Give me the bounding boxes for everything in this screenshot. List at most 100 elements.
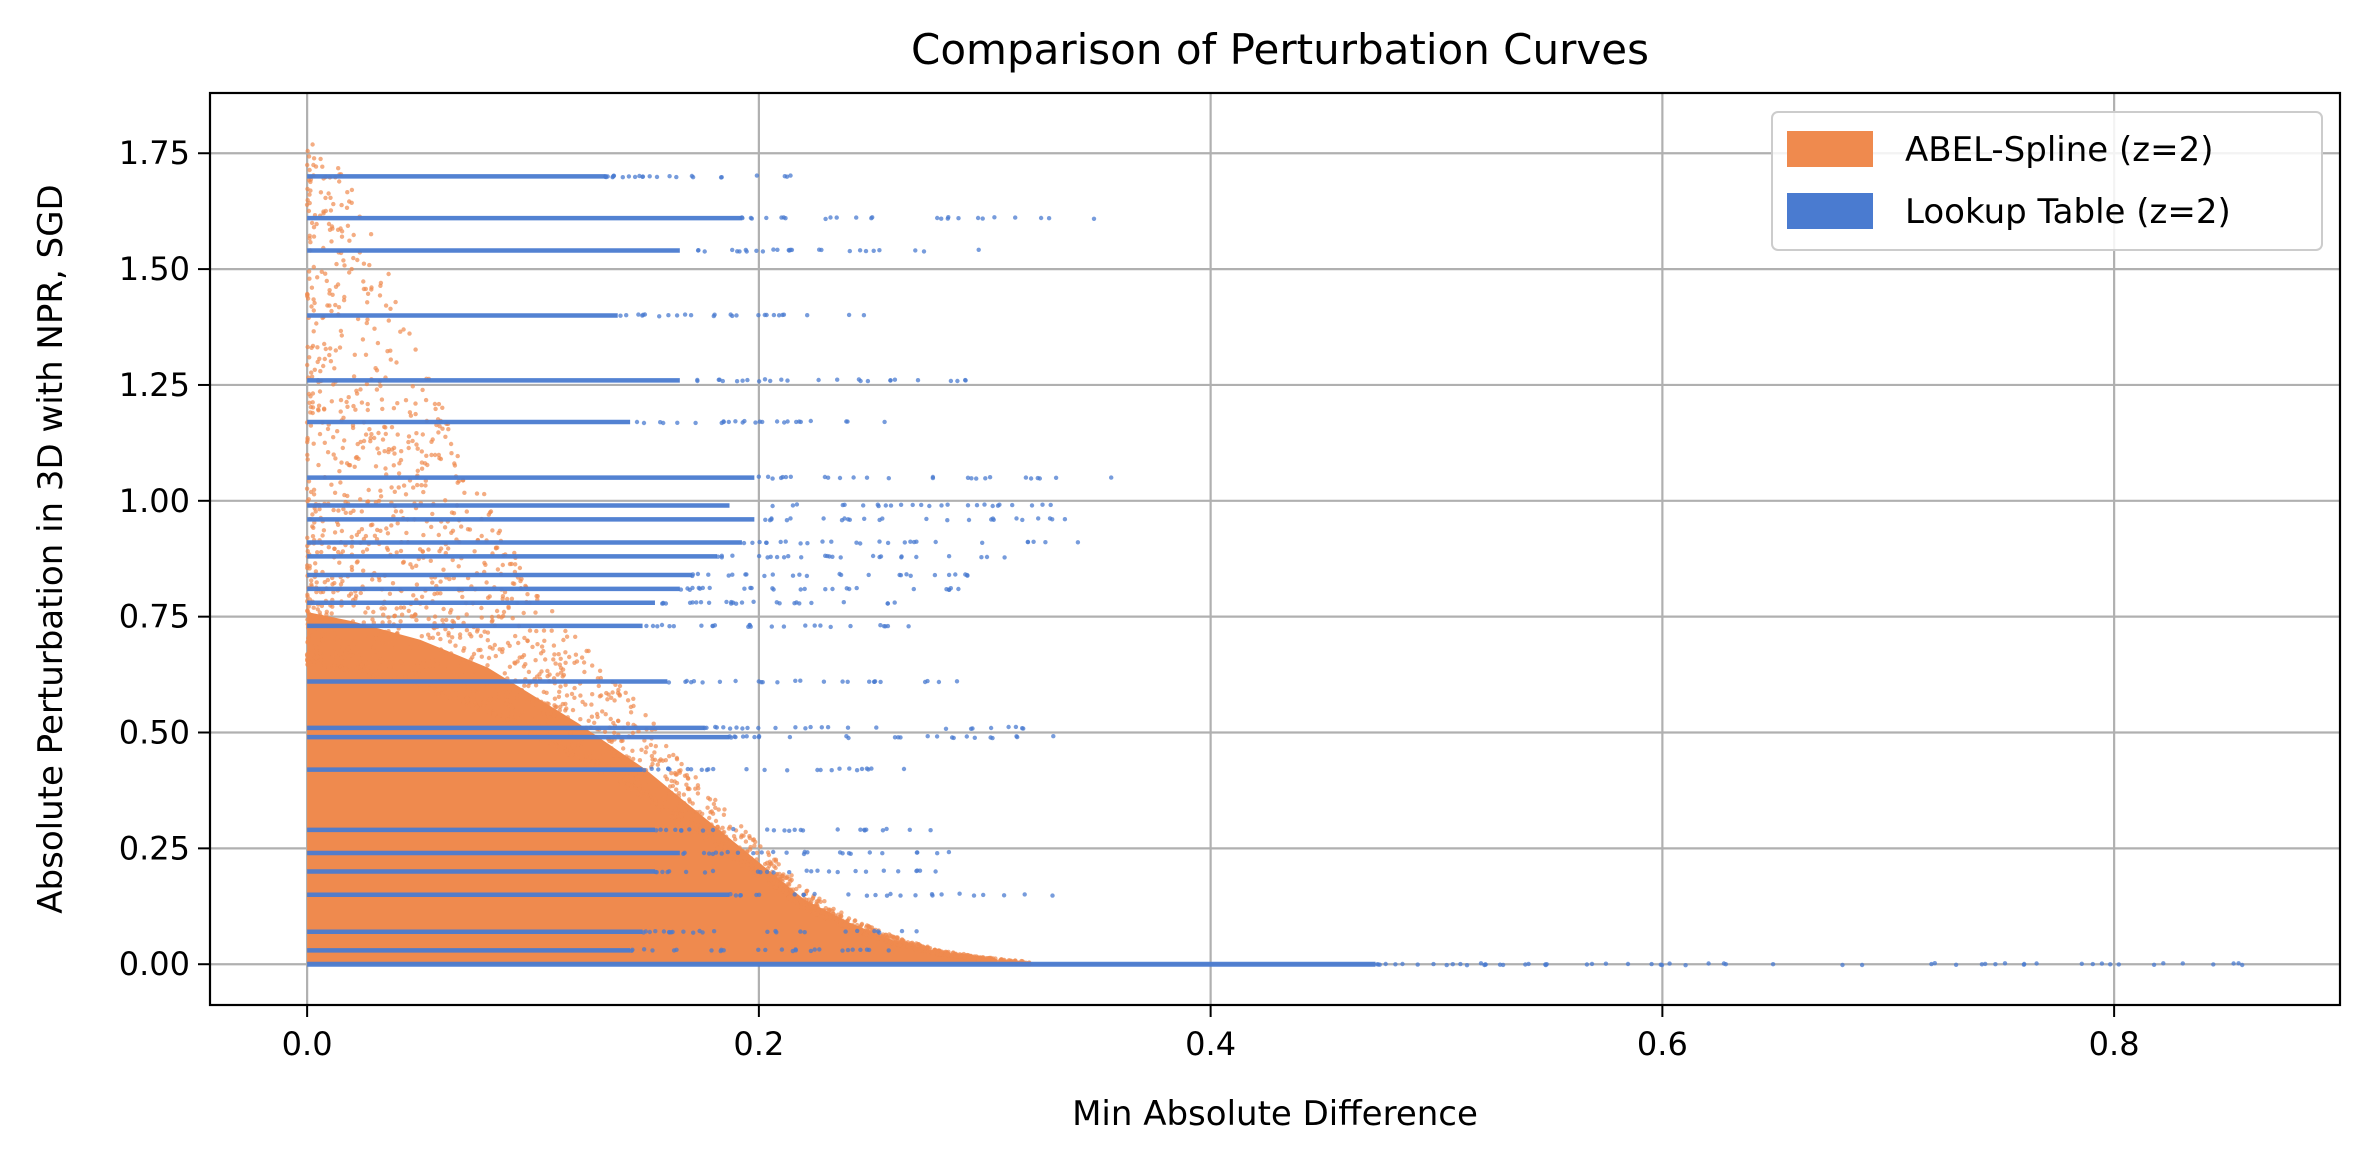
abel-spline-point (530, 644, 535, 650)
abel-spline-point (497, 528, 503, 533)
abel-spline-point (358, 590, 363, 596)
abel-spline-point (330, 652, 336, 657)
abel-spline-point (351, 255, 356, 261)
abel-spline-point (684, 782, 689, 787)
lookup-table-point (765, 474, 771, 479)
abel-spline-point (406, 445, 411, 451)
abel-spline-point (946, 949, 951, 955)
abel-spline-point (460, 594, 465, 600)
abel-spline-point (583, 702, 588, 707)
abel-spline-point (380, 640, 385, 645)
lookup-table-point (756, 734, 762, 739)
abel-spline-point (733, 837, 738, 842)
abel-spline-point (414, 617, 419, 623)
abel-spline-point (307, 563, 312, 569)
abel-spline-point (427, 635, 432, 641)
lookup-table-point (707, 585, 712, 591)
lookup-table-point (823, 216, 828, 222)
abel-spline-point (628, 710, 634, 715)
abel-spline-point (669, 771, 674, 776)
abel-spline-point (494, 608, 500, 614)
lookup-table-point (910, 502, 915, 508)
abel-spline-point (667, 807, 672, 813)
abel-spline-point (625, 782, 631, 787)
lookup-table-point (1523, 962, 1528, 967)
abel-spline-point (574, 739, 579, 745)
abel-spline-point (332, 490, 338, 495)
abel-spline-point (447, 695, 453, 701)
abel-spline-point (329, 399, 334, 404)
abel-spline-point (679, 812, 685, 817)
abel-spline-point (339, 202, 344, 208)
lookup-table-point (818, 767, 823, 773)
lookup-table-point (770, 503, 775, 509)
abel-spline-point (627, 787, 632, 792)
lookup-table-point (699, 623, 704, 628)
lookup-table-point (817, 947, 822, 952)
lookup-table-point (969, 476, 974, 481)
lookup-table-point (943, 726, 949, 731)
abel-spline-point (305, 499, 310, 504)
lookup-table-point (872, 679, 877, 684)
abel-spline-point (521, 653, 527, 658)
abel-spline-point (516, 712, 521, 717)
abel-spline-point (387, 619, 392, 625)
abel-spline-point (740, 848, 746, 854)
abel-spline-point (331, 382, 336, 387)
lookup-table-point (946, 554, 952, 559)
abel-spline-point (549, 628, 554, 633)
abel-spline-point (784, 875, 789, 880)
lookup-table-point (725, 849, 730, 855)
lookup-table-point (892, 600, 897, 605)
abel-spline-point (399, 649, 405, 654)
lookup-table-point (974, 503, 980, 508)
abel-spline-point (674, 811, 679, 816)
lookup-table-point (939, 892, 944, 897)
abel-spline-point (744, 849, 750, 854)
abel-spline-point (330, 292, 335, 297)
abel-spline-point (563, 628, 568, 634)
lookup-table-point (866, 572, 871, 578)
lookup-table-point (666, 869, 672, 874)
lookup-table-point (764, 869, 770, 875)
abel-spline-point (464, 509, 469, 514)
abel-spline-point (966, 955, 971, 960)
lookup-table-point (787, 734, 793, 740)
lookup-table-point (1383, 961, 1388, 967)
abel-spline-point (307, 400, 312, 405)
lookup-table-point (1037, 476, 1043, 481)
abel-spline-point (866, 924, 871, 930)
abel-spline-point (395, 521, 400, 526)
abel-spline-point (465, 688, 471, 694)
abel-spline-point (718, 846, 723, 851)
lookup-table-point (965, 475, 971, 480)
lookup-table-point (690, 573, 695, 579)
lookup-table-point (847, 517, 852, 522)
lookup-table-point (734, 313, 739, 318)
abel-spline-point (370, 617, 375, 622)
abel-spline-point (424, 647, 430, 652)
abel-spline-point (683, 808, 688, 814)
abel-spline-point (377, 293, 383, 298)
lookup-table-point (776, 313, 782, 318)
abel-spline-point (438, 456, 444, 462)
abel-spline-point (682, 823, 688, 828)
lookup-table-point (989, 517, 994, 522)
abel-spline-point (324, 278, 329, 284)
abel-spline-point (333, 302, 338, 308)
abel-spline-point (404, 530, 409, 536)
abel-spline-point (522, 683, 527, 688)
lookup-table-point (974, 476, 979, 481)
abel-spline-point (411, 593, 416, 598)
abel-spline-point (721, 812, 727, 817)
lookup-table-point (935, 215, 940, 221)
lookup-table-point (801, 892, 806, 897)
abel-spline-point (648, 742, 654, 748)
abel-spline-point (833, 916, 839, 921)
lookup-table-point (729, 735, 734, 740)
abel-spline-point (713, 842, 718, 847)
lookup-table-point (700, 828, 706, 833)
abel-spline-point (827, 911, 832, 916)
lookup-table-point (932, 572, 938, 578)
abel-spline-point (348, 670, 353, 675)
